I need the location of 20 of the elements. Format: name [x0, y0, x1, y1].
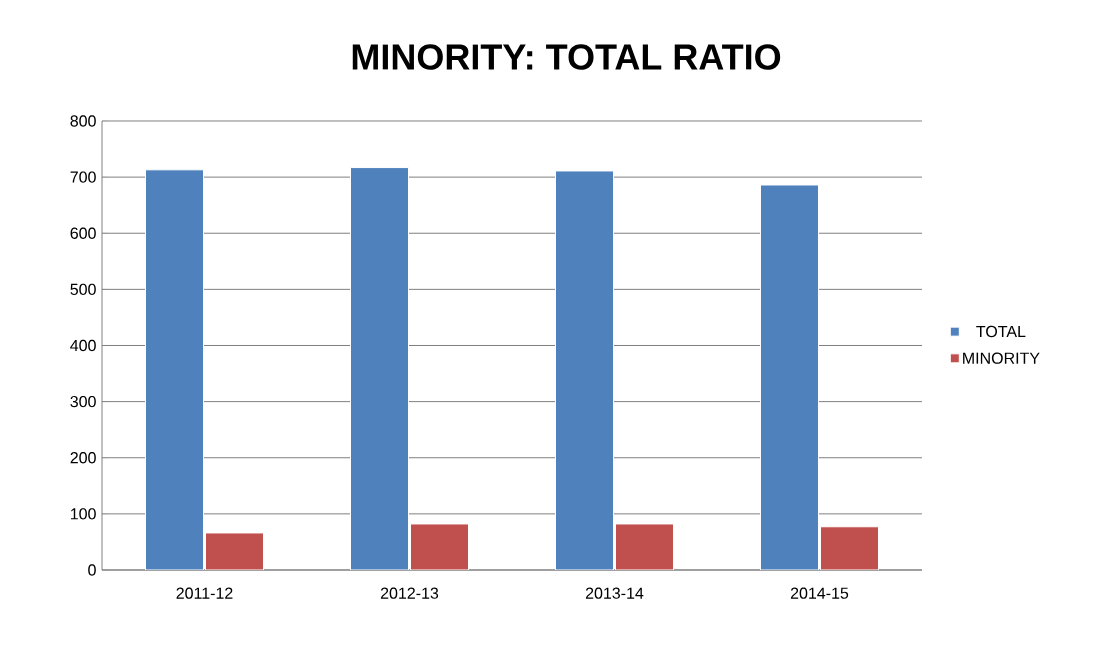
y-tick-label: 700	[70, 171, 96, 183]
y-tick-label: 200	[70, 452, 96, 464]
x-tick-label: 2013-14	[585, 587, 644, 599]
legend-label: TOTAL	[976, 325, 1026, 338]
x-tick-label: 2012-13	[380, 587, 439, 599]
bar	[205, 532, 264, 570]
y-tick-label: 300	[70, 395, 96, 408]
x-tick-label: 2014-15	[790, 587, 849, 599]
x-tick-label: 2011-12	[176, 587, 233, 599]
y-tick-label: 0	[88, 564, 96, 576]
bar	[410, 523, 469, 570]
y-tick-label: 800	[70, 115, 96, 127]
y-tick-label: 100	[71, 508, 96, 520]
y-tick-label: 600	[70, 227, 96, 239]
legend-label: MINORITY	[963, 352, 1040, 364]
bar	[820, 526, 879, 570]
y-tick-label: 500	[70, 283, 96, 296]
chart-title: MINORITY: TOTAL RATIO	[352, 44, 781, 70]
bar	[615, 523, 674, 570]
y-tick-label: 400	[70, 339, 96, 352]
